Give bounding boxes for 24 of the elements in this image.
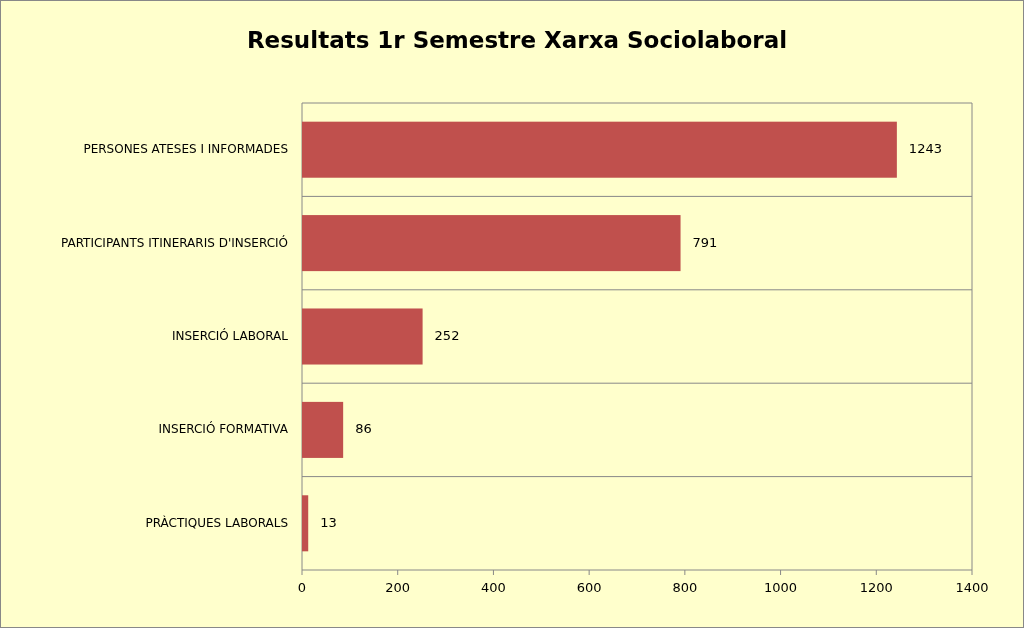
- data-label: 86: [355, 421, 372, 437]
- data-label: 791: [692, 234, 718, 250]
- x-tick-label: 1000: [764, 580, 798, 595]
- x-tick-label: 0: [297, 580, 307, 595]
- y-tick-label: INSERCIÓ LABORAL: [171, 328, 289, 343]
- data-label: 1243: [908, 141, 942, 157]
- bar: [302, 121, 897, 178]
- y-tick-label: PERSONES ATESES I INFORMADES: [83, 142, 288, 157]
- x-tick-label: 600: [576, 580, 602, 595]
- x-tick-label: 800: [672, 580, 698, 595]
- chart-title: Resultats 1r Semestre Xarxa Sociolaboral: [246, 27, 788, 53]
- y-tick-label: PRÀCTIQUES LABORALS: [145, 514, 288, 530]
- y-tick-label: PARTICIPANTS ITINERARIS D'INSERCIÓ: [60, 234, 288, 250]
- data-label: 252: [434, 328, 460, 343]
- bar: [302, 215, 681, 272]
- bar: [302, 495, 309, 552]
- x-tick-label: 400: [481, 580, 506, 595]
- x-tick-label: 1200: [859, 580, 893, 595]
- y-tick-label: INSERCIÓ FORMATIVA: [158, 421, 289, 437]
- bar: [302, 308, 423, 365]
- x-tick-label: 200: [385, 580, 411, 595]
- data-label: 13: [320, 514, 337, 530]
- bar: [302, 401, 344, 458]
- x-tick-label: 1400: [955, 580, 989, 595]
